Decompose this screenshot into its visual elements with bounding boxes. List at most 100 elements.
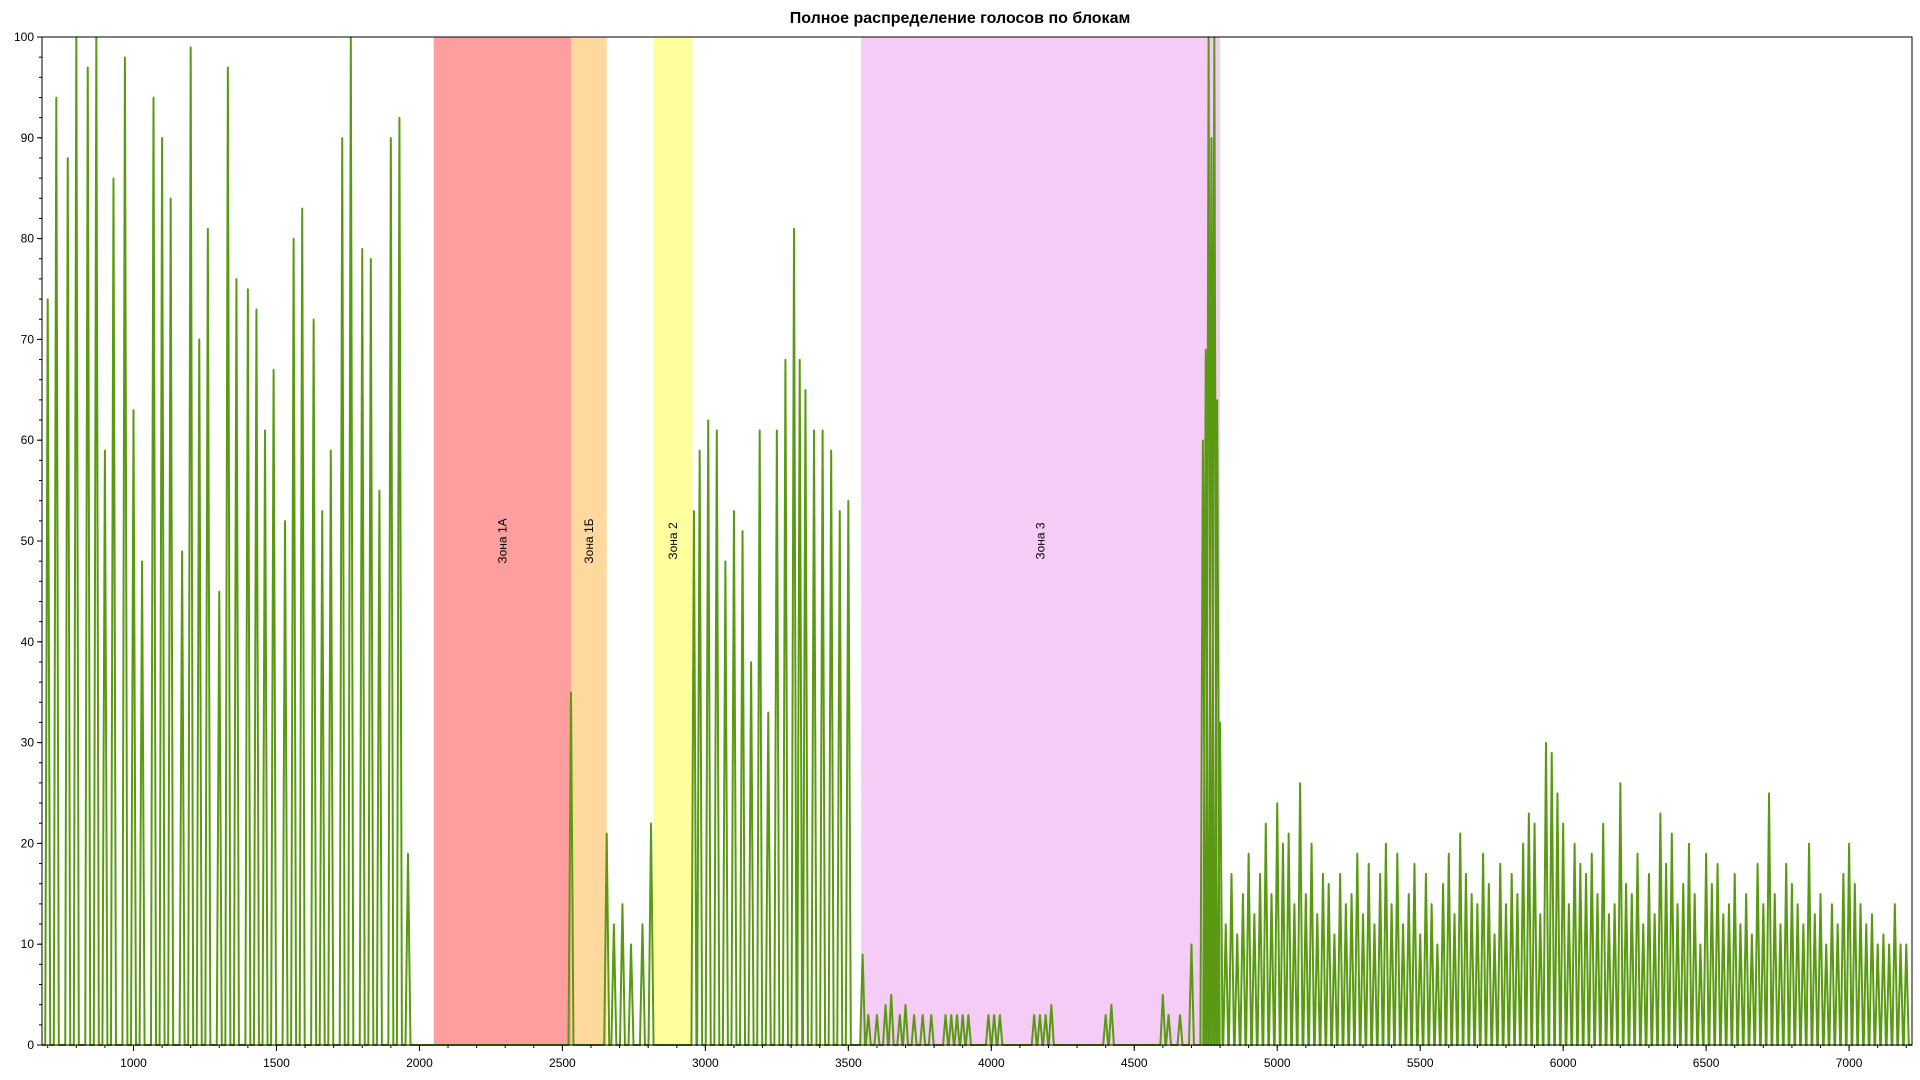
data-point-76	[944, 1013, 947, 1016]
data-point-178	[1665, 862, 1667, 865]
x-tick-label-5500: 5500	[1407, 1056, 1434, 1070]
data-point-160	[1562, 822, 1564, 825]
x-tick-label-6500: 6500	[1693, 1056, 1720, 1070]
data-point-197	[1773, 893, 1776, 895]
y-tick-label-50: 50	[21, 534, 35, 548]
data-point-77	[950, 1013, 953, 1016]
data-point-63	[830, 449, 832, 452]
data-point-101	[1224, 923, 1227, 925]
data-point-68	[876, 1013, 878, 1016]
data-point-79	[961, 1013, 964, 1016]
data-point-181	[1682, 882, 1685, 885]
zone-label-3: Зона 2	[666, 522, 680, 560]
data-point-1	[55, 96, 58, 99]
data-point-190	[1733, 872, 1736, 875]
data-point-7	[112, 177, 115, 179]
data-point-62	[821, 429, 824, 431]
data-point-203	[1808, 842, 1810, 845]
data-point-17	[207, 227, 209, 230]
data-point-59	[798, 358, 801, 361]
zone-label-2: Зона 1Б	[582, 518, 596, 563]
data-point-195	[1762, 903, 1765, 905]
chart-title: Полное распределение голосов по блокам	[789, 10, 1131, 27]
data-point-85	[1039, 1013, 1041, 1016]
data-point-73	[913, 1013, 915, 1016]
x-tick-label-1500: 1500	[263, 1056, 290, 1070]
data-point-166	[1596, 893, 1599, 895]
data-point-192	[1745, 893, 1747, 895]
data-point-170	[1619, 782, 1622, 784]
data-point-46	[693, 509, 695, 512]
data-point-75	[930, 1013, 933, 1016]
data-point-125	[1362, 913, 1364, 915]
data-point-175	[1648, 872, 1650, 875]
data-point-78	[956, 1013, 958, 1016]
data-point-65	[847, 499, 850, 502]
data-point-21	[247, 288, 249, 290]
data-point-174	[1642, 923, 1645, 925]
data-point-104	[1242, 893, 1244, 895]
data-point-120	[1333, 933, 1336, 935]
zone-band-3	[653, 37, 693, 1045]
x-tick-label-5000: 5000	[1264, 1056, 1291, 1070]
data-point-12	[161, 137, 163, 139]
data-point-43	[630, 943, 632, 945]
data-point-22	[255, 308, 258, 310]
data-point-182	[1688, 842, 1690, 845]
data-point-149	[1499, 862, 1502, 865]
data-point-108	[1264, 822, 1267, 825]
data-point-146	[1482, 852, 1484, 855]
data-point-64	[838, 509, 841, 512]
data-point-31	[341, 137, 344, 139]
data-point-141	[1453, 913, 1456, 915]
data-point-167	[1602, 822, 1604, 825]
data-point-105	[1247, 852, 1250, 855]
zone-labels-layer: Зона 1А Зона 1Б Зона 2 Зона 3	[495, 518, 1047, 563]
data-point-48	[707, 419, 710, 421]
data-point-143	[1465, 872, 1467, 875]
data-point-35	[378, 489, 381, 492]
data-point-153	[1522, 842, 1524, 845]
data-point-199	[1785, 862, 1787, 865]
data-point-187	[1716, 862, 1719, 865]
y-tick-label-20: 20	[21, 836, 35, 850]
data-point-39	[570, 691, 572, 693]
data-point-127	[1373, 923, 1376, 925]
y-tick-label-40: 40	[21, 635, 35, 649]
data-point-185	[1705, 852, 1707, 855]
x-tick-label-6000: 6000	[1550, 1056, 1577, 1070]
data-point-150	[1505, 903, 1507, 905]
data-point-89	[1110, 1003, 1113, 1006]
zones-layer	[433, 37, 1221, 1045]
data-point-52	[741, 530, 744, 532]
data-point-137	[1430, 903, 1433, 905]
data-point-189	[1728, 903, 1730, 905]
data-point-47	[698, 449, 701, 452]
data-point-102	[1230, 872, 1233, 875]
data-point-218	[1894, 903, 1896, 905]
data-point-173	[1636, 852, 1639, 855]
zone-label-1: Зона 1А	[495, 518, 509, 563]
data-point-168	[1608, 913, 1610, 915]
data-point-152	[1516, 893, 1519, 895]
data-point-9	[132, 409, 135, 411]
x-tick-label-2500: 2500	[549, 1056, 576, 1070]
data-point-56	[776, 429, 778, 431]
data-point-84	[1033, 1013, 1035, 1016]
data-point-28	[312, 318, 315, 321]
data-point-210	[1848, 842, 1850, 845]
data-point-131	[1396, 852, 1399, 855]
data-point-156	[1539, 913, 1542, 915]
data-point-191	[1739, 923, 1742, 925]
data-point-61	[813, 429, 815, 431]
data-point-220	[1905, 943, 1908, 945]
data-point-42	[621, 903, 624, 905]
data-point-206	[1825, 943, 1828, 945]
x-tick-label-4500: 4500	[1121, 1056, 1148, 1070]
data-point-6	[104, 449, 106, 452]
data-point-86	[1044, 1013, 1047, 1016]
y-tick-label-100: 100	[14, 30, 34, 44]
x-tick-label-2000: 2000	[406, 1056, 433, 1070]
data-point-36	[390, 137, 392, 139]
data-point-16	[198, 338, 201, 341]
